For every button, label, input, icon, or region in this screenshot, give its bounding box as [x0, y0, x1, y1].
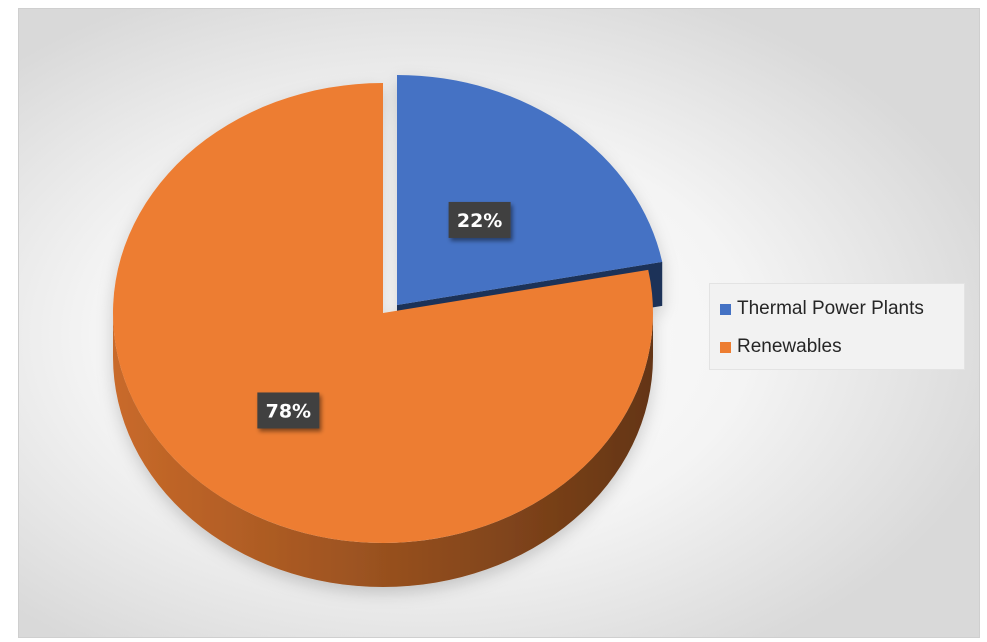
legend-label-renewables: Renewables	[737, 336, 842, 357]
legend: Thermal Power Plants Renewables	[709, 283, 965, 370]
data-label-0: 22%	[448, 201, 511, 238]
data-label-text-0: 22%	[457, 210, 502, 232]
legend-label-thermal: Thermal Power Plants	[737, 298, 924, 319]
pie-side-1	[113, 313, 653, 587]
legend-swatch-thermal	[720, 303, 731, 315]
legend-swatch-renewables	[720, 341, 731, 353]
legend-item-renewables: Renewables	[720, 328, 964, 366]
legend-item-thermal: Thermal Power Plants	[720, 290, 964, 328]
data-label-1: 78%	[257, 392, 320, 429]
pie-slice-0	[397, 75, 663, 305]
data-label-text-1: 78%	[266, 400, 311, 422]
pie-slice-1	[113, 83, 653, 543]
